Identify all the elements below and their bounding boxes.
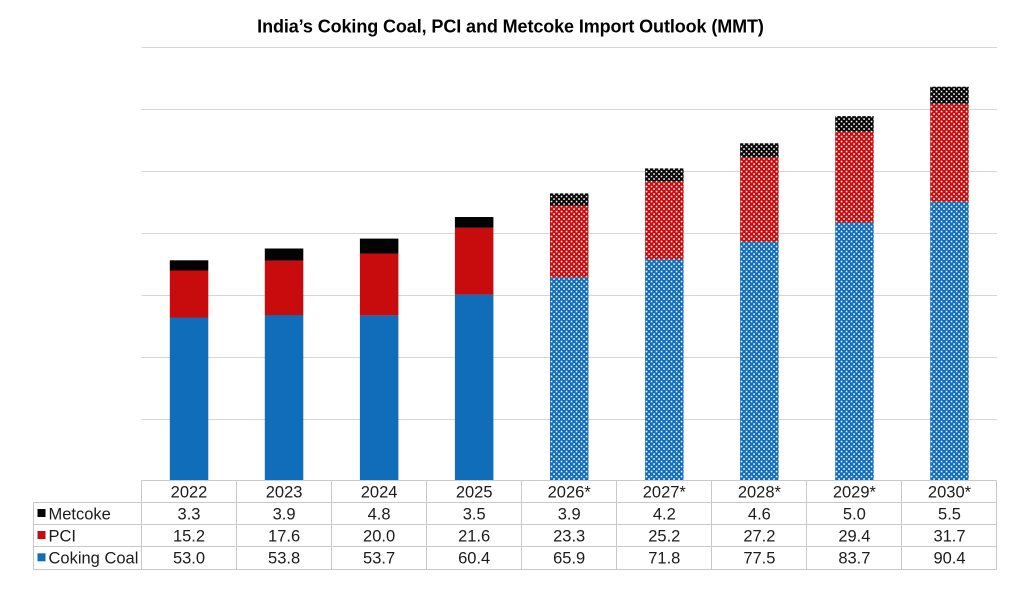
- svg-text:83.7: 83.7: [838, 550, 870, 568]
- svg-text:25.2: 25.2: [648, 527, 680, 545]
- svg-text:53.8: 53.8: [268, 550, 300, 568]
- svg-text:2025: 2025: [456, 483, 493, 501]
- svg-text:23.3: 23.3: [553, 527, 585, 545]
- svg-text:71.8: 71.8: [648, 550, 680, 568]
- svg-text:4.8: 4.8: [368, 505, 391, 523]
- svg-text:90.4: 90.4: [933, 550, 965, 568]
- svg-text:2028*: 2028*: [738, 483, 782, 501]
- svg-text:Metcoke: Metcoke: [49, 505, 111, 523]
- svg-text:27.2: 27.2: [743, 527, 775, 545]
- svg-text:3.9: 3.9: [273, 505, 296, 523]
- svg-text:2029*: 2029*: [833, 483, 877, 501]
- svg-text:3.5: 3.5: [463, 505, 486, 523]
- svg-text:2026*: 2026*: [548, 483, 592, 501]
- svg-text:5.5: 5.5: [938, 505, 961, 523]
- svg-text:3.3: 3.3: [178, 505, 201, 523]
- svg-text:4.2: 4.2: [653, 505, 676, 523]
- svg-text:2024: 2024: [361, 483, 398, 501]
- svg-text:PCI: PCI: [49, 527, 77, 545]
- svg-text:Coking Coal: Coking Coal: [49, 550, 139, 568]
- svg-text:5.0: 5.0: [843, 505, 866, 523]
- svg-text:2023: 2023: [266, 483, 303, 501]
- svg-text:21.6: 21.6: [458, 527, 490, 545]
- svg-text:4.6: 4.6: [748, 505, 771, 523]
- svg-text:20.0: 20.0: [363, 527, 395, 545]
- svg-text:53.7: 53.7: [363, 550, 395, 568]
- svg-text:29.4: 29.4: [838, 527, 870, 545]
- svg-text:65.9: 65.9: [553, 550, 585, 568]
- svg-text:60.4: 60.4: [458, 550, 490, 568]
- svg-text:15.2: 15.2: [173, 527, 205, 545]
- svg-text:77.5: 77.5: [743, 550, 775, 568]
- svg-text:31.7: 31.7: [933, 527, 965, 545]
- svg-text:2022: 2022: [171, 483, 208, 501]
- svg-text:53.0: 53.0: [173, 550, 205, 568]
- svg-text:3.9: 3.9: [558, 505, 581, 523]
- svg-text:17.6: 17.6: [268, 527, 300, 545]
- svg-text:India’s Coking Coal, PCI and M: India’s Coking Coal, PCI and Metcoke Imp…: [257, 17, 764, 37]
- svg-text:2030*: 2030*: [928, 483, 972, 501]
- svg-text:2027*: 2027*: [643, 483, 687, 501]
